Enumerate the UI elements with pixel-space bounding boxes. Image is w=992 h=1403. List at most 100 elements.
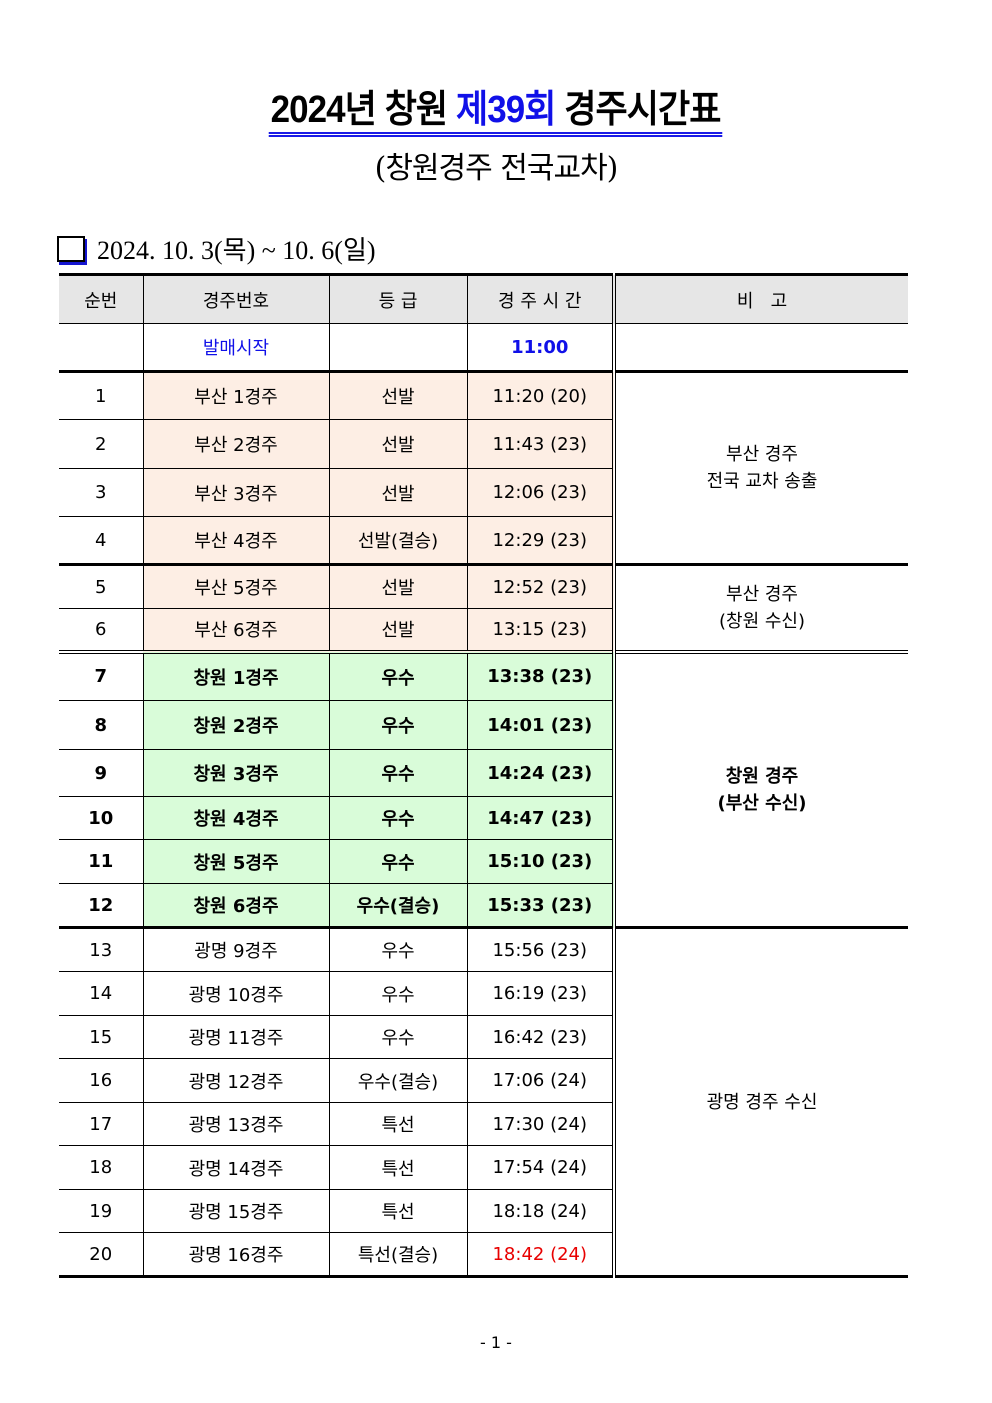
race-name: 광명 10경주 xyxy=(142,971,330,1016)
row-number: 10 xyxy=(59,796,144,840)
race-grade: 우수 xyxy=(328,649,468,701)
row-number: 15 xyxy=(59,1015,144,1059)
table-row: 17 광명 13경주 특선 17:30 (24) xyxy=(59,1102,908,1146)
table-row: 18 광명 14경주 특선 17:54 (24) xyxy=(59,1145,908,1190)
table-row: 3 부산 3경주 선발 12:06 (23) xyxy=(59,468,908,517)
table-row: 14 광명 10경주 우수 16:19 (23) xyxy=(59,971,908,1016)
row-number: 13 xyxy=(59,926,144,972)
race-name: 광명 9경주 xyxy=(142,926,330,972)
race-grade: 우수(결승) xyxy=(328,883,468,928)
race-grade: 특선 xyxy=(328,1145,468,1190)
race-name: 광명 12경주 xyxy=(142,1058,330,1103)
header-time: 경 주 시 간 xyxy=(466,273,615,324)
race-time: 12:29 (23) xyxy=(466,516,614,565)
race-grade: 우수 xyxy=(328,796,468,840)
race-time: 13:15 (23) xyxy=(466,608,614,652)
race-grade: 우수 xyxy=(328,839,468,884)
row-number: 14 xyxy=(59,971,144,1016)
table-row: 5 부산 5경주 선발 12:52 (23) 부산 경주 (창원 수신) xyxy=(59,563,908,652)
race-grade: 우수 xyxy=(328,1015,468,1059)
row-number: 16 xyxy=(59,1058,144,1103)
title-highlight: 제39회 xyxy=(456,89,556,131)
remarks-g3: 창원 경주 (부산 수신) xyxy=(612,649,908,928)
race-grade: 우수 xyxy=(328,971,468,1016)
race-name: 창원 5경주 xyxy=(142,839,330,884)
race-grade: 선발 xyxy=(328,370,468,420)
header-grade: 등 급 xyxy=(328,273,468,324)
table-row: 11 창원 5경주 우수 15:10 (23) xyxy=(59,839,908,884)
row-number: 19 xyxy=(59,1189,144,1233)
table-row: 6 부산 6경주 선발 13:15 (23) xyxy=(59,608,908,652)
race-grade: 선발(결승) xyxy=(328,516,468,565)
race-grade: 우수 xyxy=(328,700,468,750)
table-row: 9 창원 3경주 우수 14:24 (23) xyxy=(59,749,908,797)
race-name: 광명 16경주 xyxy=(142,1232,330,1278)
race-name: 광명 15경주 xyxy=(142,1189,330,1233)
row-number: 1 xyxy=(59,370,144,420)
race-name: 광명 11경주 xyxy=(142,1015,330,1059)
row-number: 20 xyxy=(59,1232,144,1278)
header-no: 순번 xyxy=(59,273,144,324)
remarks-g2: 부산 경주 (창원 수신) xyxy=(612,563,908,652)
table-row: 19 광명 15경주 특선 18:18 (24) xyxy=(59,1189,908,1233)
table-row: 12 창원 6경주 우수(결승) 15:33 (23) xyxy=(59,883,908,928)
table-row: 8 창원 2경주 우수 14:01 (23) xyxy=(59,700,908,750)
race-name: 부산 5경주 xyxy=(142,563,330,609)
row-number: 11 xyxy=(59,839,144,884)
row-number: 12 xyxy=(59,883,144,928)
race-grade: 우수(결승) xyxy=(328,1058,468,1103)
race-name: 부산 3경주 xyxy=(142,468,330,517)
race-time: 18:18 (24) xyxy=(466,1189,614,1233)
table-row: 16 광명 12경주 우수(결승) 17:06 (24) xyxy=(59,1058,908,1103)
race-name: 부산 2경주 xyxy=(142,419,330,469)
race-time: 15:10 (23) xyxy=(466,839,614,884)
sale-start-row: 발매시작 11:00 xyxy=(59,323,908,372)
row-number: 17 xyxy=(59,1102,144,1146)
race-grade: 선발 xyxy=(328,419,468,469)
race-name: 광명 14경주 xyxy=(142,1145,330,1190)
table-header: 순번 경주번호 등 급 경 주 시 간 비 고 xyxy=(59,273,908,324)
race-name: 광명 13경주 xyxy=(142,1102,330,1146)
race-time: 13:38 (23) xyxy=(466,649,615,701)
page-title: 2024년 창원 제39회 경주시간표 xyxy=(0,88,992,137)
sale-start-label: 발매시작 xyxy=(142,323,330,372)
race-time: 15:33 (23) xyxy=(466,883,614,928)
table-row: 2 부산 2경주 선발 11:43 (23) xyxy=(59,419,908,469)
race-grade: 선발 xyxy=(328,608,468,652)
table-row: 10 창원 4경주 우수 14:47 (23) xyxy=(59,796,908,840)
race-name: 부산 4경주 xyxy=(142,516,330,565)
race-time: 17:30 (24) xyxy=(466,1102,614,1146)
row-number: 8 xyxy=(59,700,144,750)
race-grade: 선발 xyxy=(328,468,468,517)
race-time: 11:43 (23) xyxy=(466,419,614,469)
remarks-line: 창원 경주 xyxy=(725,765,799,787)
race-time: 14:47 (23) xyxy=(466,796,614,840)
remarks-line: 전국 교차 송출 xyxy=(706,471,818,492)
race-name: 창원 6경주 xyxy=(142,883,330,928)
table-row: 15 광명 11경주 우수 16:42 (23) xyxy=(59,1015,908,1059)
race-name: 창원 3경주 xyxy=(142,749,330,797)
table-row: 4 부산 4경주 선발(결승) 12:29 (23) xyxy=(59,516,908,565)
race-time: 14:24 (23) xyxy=(466,749,614,797)
row-number: 7 xyxy=(59,649,144,701)
checkbox-bullet-icon xyxy=(57,235,85,262)
remarks-g4: 광명 경주 수신 xyxy=(612,926,908,1278)
row-number: 3 xyxy=(59,468,144,517)
race-time: 12:06 (23) xyxy=(466,468,614,517)
header-remarks: 비 고 xyxy=(612,273,908,324)
race-time: 16:42 (23) xyxy=(466,1015,614,1059)
row-number: 4 xyxy=(59,516,144,565)
race-time: 12:52 (23) xyxy=(466,563,615,609)
race-name: 창원 1경주 xyxy=(142,649,330,701)
sale-start-time: 11:00 xyxy=(466,323,615,372)
race-grade: 특선 xyxy=(328,1102,468,1146)
race-time: 17:06 (24) xyxy=(466,1058,614,1103)
row-number: 18 xyxy=(59,1145,144,1190)
race-grade: 우수 xyxy=(328,926,468,972)
page-number: - 1 - xyxy=(480,1333,512,1352)
date-range: 2024. 10. 3(목) ~ 10. 6(일) xyxy=(57,230,376,267)
remarks-line: 부산 경주 xyxy=(726,444,798,465)
race-time: 11:20 (20) xyxy=(466,370,615,420)
